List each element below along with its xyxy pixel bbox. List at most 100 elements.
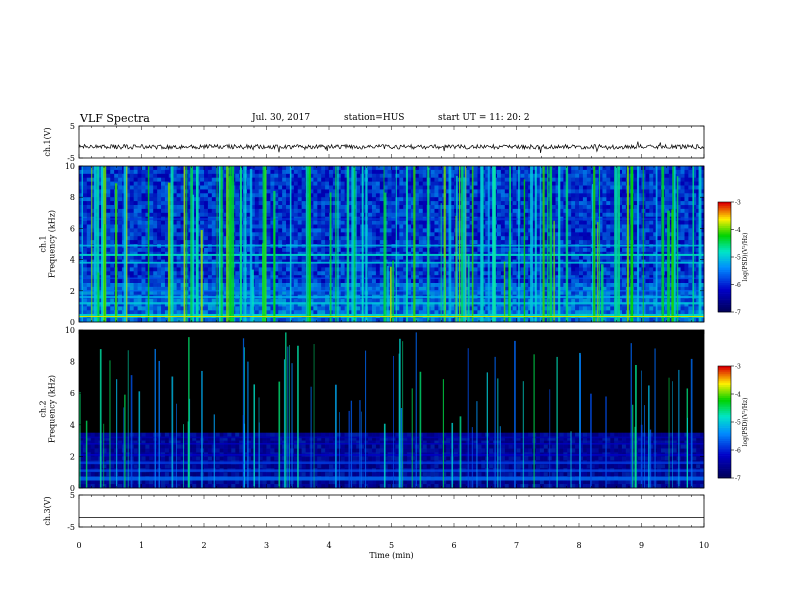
spectrogram-cell [192, 271, 197, 276]
spectrogram-cell [332, 286, 338, 291]
spectrogram-cell [395, 205, 400, 210]
spectrogram-cell [313, 310, 318, 315]
spectrogram-cell [539, 275, 545, 280]
spectrogram-cell [192, 212, 197, 217]
spectrogram-cell [336, 247, 341, 252]
spectrogram-cell [176, 173, 181, 178]
spectrogram-cell [446, 189, 451, 194]
spectrogram-cell [98, 177, 103, 182]
spectrogram-cell [469, 208, 474, 213]
spectrogram-cell [336, 290, 341, 295]
spectrogram-cell [332, 232, 338, 237]
spectrogram-cell [270, 318, 275, 323]
spectrogram-cell [371, 318, 377, 323]
spectrogram-cell [317, 271, 322, 276]
spectrogram-cell [301, 197, 306, 202]
spectrogram-cell [164, 290, 170, 295]
spectrogram-cell [422, 193, 427, 198]
spectrogram-cell [325, 236, 330, 241]
spectrogram-cell [145, 228, 150, 233]
spectrogram-cell [512, 290, 517, 295]
spectrogram-cell [270, 208, 275, 213]
spectrogram-cell [274, 283, 279, 288]
spectrogram-cell [289, 173, 295, 178]
spectrogram-cell [403, 220, 408, 225]
spectrogram-cell [403, 173, 408, 178]
spectrogram-cell [418, 275, 423, 280]
spectrogram-cell [391, 205, 396, 210]
spectrogram-cell [82, 197, 88, 202]
spectrogram-cell [356, 220, 361, 225]
spectrogram-cell [368, 224, 373, 229]
spectrogram-cell [266, 185, 271, 190]
spectrogram-cell [235, 224, 240, 229]
spectrogram-cell [446, 263, 451, 268]
spectrogram-cell [118, 197, 123, 202]
spectrogram-cell [496, 173, 502, 178]
spectrogram-cell [79, 185, 84, 190]
spectrogram-cell [539, 181, 545, 186]
spectrogram-cell [399, 173, 404, 178]
spectrogram-cell [543, 302, 548, 307]
spectrogram-cell [356, 302, 361, 307]
spectrogram-cell [79, 166, 84, 171]
spectrogram-cell [149, 286, 154, 291]
spectrogram-cell [258, 181, 263, 186]
spectrogram-cell [164, 283, 170, 288]
spectrogram-cell [500, 263, 505, 268]
spectrogram-cell [387, 173, 392, 178]
spectrogram-cell [145, 220, 150, 225]
spectrogram-cell [473, 189, 478, 194]
spectrogram-cell [473, 271, 478, 276]
spectrogram-cell [90, 318, 95, 323]
spectrogram-cell [153, 212, 158, 217]
spectrogram-cell [520, 247, 525, 252]
spectrogram-cell [520, 290, 525, 295]
spectrogram-cell [297, 193, 302, 198]
spectrogram-cell [164, 240, 170, 245]
spectrogram-cell [356, 318, 361, 323]
spectrogram-cell [555, 189, 560, 194]
spectrogram-cell [164, 247, 170, 252]
spectrogram-cell [270, 197, 275, 202]
spectrogram-cell [344, 259, 349, 264]
spectrogram-cell [387, 279, 392, 284]
spectrogram-cell [254, 212, 259, 217]
spectrogram-cell [469, 271, 474, 276]
spectrogram-cell [297, 208, 302, 213]
spectrogram-cell [395, 197, 400, 202]
spectrogram-cell [563, 275, 568, 280]
spectrogram-cell [293, 290, 298, 295]
spectrogram-cell [375, 232, 380, 237]
spectrogram-cell [215, 275, 220, 280]
spectrogram-cell [321, 212, 326, 217]
spectrogram-cell [90, 177, 95, 182]
spectrogram-cell [90, 208, 95, 213]
spectrogram-cell [504, 185, 509, 190]
spectrogram-cell [446, 185, 451, 190]
spectrogram-cell [176, 306, 181, 311]
spectrogram-cell [161, 166, 166, 171]
spectrogram-cell [176, 271, 181, 276]
spectrogram-cell [395, 267, 400, 272]
spectrogram-cell [180, 275, 185, 280]
spectrogram-cell [469, 201, 474, 206]
spectrogram-cell [532, 189, 537, 194]
spectrogram-cell [270, 298, 275, 303]
spectrogram-cell [137, 201, 142, 206]
spectrogram-cell [469, 310, 474, 315]
spectrogram-cell [129, 271, 134, 276]
spectrogram-cell [559, 224, 564, 229]
spectrogram-cell [274, 208, 279, 213]
spectrogram-cell [79, 173, 84, 178]
spectrogram-cell [555, 286, 560, 291]
spectrogram-cell [368, 166, 373, 171]
spectrogram-cell [532, 208, 537, 213]
spectrogram-cell [246, 189, 252, 194]
spectrogram-cell [469, 259, 474, 264]
spectrogram-cell [332, 205, 338, 210]
spectrogram-cell [465, 275, 470, 280]
spectrogram-cell [469, 302, 474, 307]
spectrogram-cell [79, 240, 84, 245]
spectrogram-cell [207, 228, 213, 233]
